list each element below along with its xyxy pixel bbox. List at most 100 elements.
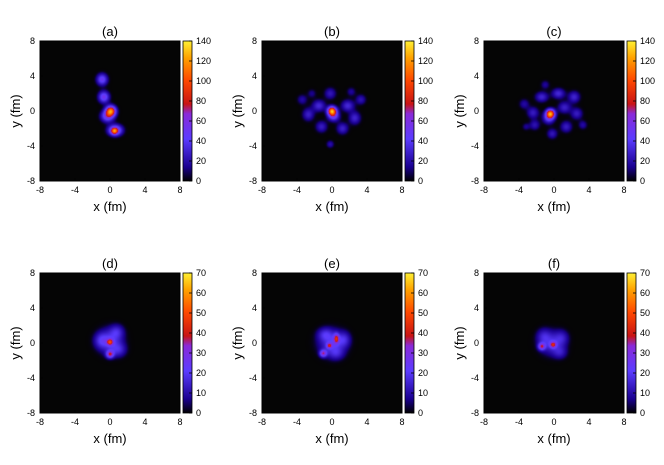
colorbar-tick-label: 0 <box>418 176 423 186</box>
x-tick-label: -4 <box>515 417 523 427</box>
colorbar-tick-label: 100 <box>640 76 655 86</box>
y-tick-label: 8 <box>474 268 479 278</box>
colorbar-tick-label: 30 <box>640 348 650 358</box>
colorbar-tick-label: 30 <box>196 348 206 358</box>
y-tick-label: -8 <box>471 176 479 186</box>
y-tick-label: -4 <box>27 141 35 151</box>
y-tick-label: 4 <box>30 303 35 313</box>
colorbar-tick-label: 120 <box>196 56 211 66</box>
y-tick-label: 0 <box>252 338 257 348</box>
colorbar-tick-label: 120 <box>640 56 655 66</box>
colorbar-tick-label: 80 <box>418 96 428 106</box>
x-tick-label: 8 <box>177 417 182 427</box>
density-map <box>40 273 180 413</box>
x-tick-label: 8 <box>621 417 626 427</box>
y-tick-label: 0 <box>30 338 35 348</box>
x-axis-label: x (fm) <box>537 199 570 214</box>
x-tick-label: 0 <box>107 185 112 195</box>
x-tick-label: 8 <box>399 417 404 427</box>
colorbar-tick-label: 20 <box>196 368 206 378</box>
colorbar-tick-label: 0 <box>640 408 645 418</box>
x-tick-label: 0 <box>329 417 334 427</box>
colorbar <box>626 272 637 414</box>
panel-title: (d) <box>102 256 118 271</box>
y-tick-label: 8 <box>30 36 35 46</box>
x-tick-label: 4 <box>142 417 147 427</box>
y-tick-label: -4 <box>471 141 479 151</box>
colorbar-tick-label: 60 <box>640 116 650 126</box>
colorbar-tick-label: 140 <box>196 36 211 46</box>
x-tick-label: 8 <box>399 185 404 195</box>
colorbar-tick-label: 20 <box>418 156 428 166</box>
x-tick-label: -4 <box>293 185 301 195</box>
colorbar-tick-label: 0 <box>196 408 201 418</box>
panel-title: (e) <box>324 256 340 271</box>
x-tick-label: -4 <box>293 417 301 427</box>
y-tick-label: -8 <box>471 408 479 418</box>
panel-title: (a) <box>102 24 118 39</box>
y-tick-label: -8 <box>249 176 257 186</box>
colorbar-tick-label: 80 <box>196 96 206 106</box>
y-tick-label: -4 <box>249 141 257 151</box>
colorbar-tick-label: 70 <box>418 268 428 278</box>
heatmap-panel: -8 -4 0 4 8 -8 -4 0 4 8 (b) x (fm) y (fm) 0 20 40 60 80 10… <box>230 24 433 214</box>
y-tick-label: 4 <box>474 71 479 81</box>
density-map <box>484 273 624 413</box>
colorbar <box>182 40 193 182</box>
y-tick-label: 8 <box>252 36 257 46</box>
x-tick-label: 4 <box>364 185 369 195</box>
y-tick-label: 0 <box>252 106 257 116</box>
colorbar-tick-label: 40 <box>196 136 206 146</box>
colorbar-tick-label: 40 <box>418 328 428 338</box>
x-tick-label: -8 <box>258 185 266 195</box>
density-map <box>262 273 402 413</box>
heatmap-panel: -8 -4 0 4 8 -8 -4 0 4 8 (a) x (fm) y (fm) 0 20 40 60 80 10… <box>8 24 211 214</box>
colorbar-tick-label: 0 <box>196 176 201 186</box>
y-axis-label: y (fm) <box>230 326 245 359</box>
x-tick-label: 0 <box>329 185 334 195</box>
x-tick-label: -4 <box>515 185 523 195</box>
y-tick-label: 8 <box>252 268 257 278</box>
colorbar-tick-label: 20 <box>640 156 650 166</box>
y-axis-label: y (fm) <box>8 326 23 359</box>
y-tick-label: 0 <box>30 106 35 116</box>
x-tick-label: 4 <box>586 417 591 427</box>
heatmap-panel: -8 -4 0 4 8 -8 -4 0 4 8 (f) x (fm) y (fm) 0 10 20 30 40 50… <box>452 256 650 446</box>
x-tick-label: 8 <box>621 185 626 195</box>
colorbar-tick-label: 50 <box>418 308 428 318</box>
heatmap-panel: -8 -4 0 4 8 -8 -4 0 4 8 (e) x (fm) y (fm) 0 10 20 30 40 50… <box>230 256 428 446</box>
colorbar <box>404 40 415 182</box>
x-tick-label: 0 <box>107 417 112 427</box>
colorbar-tick-label: 40 <box>196 328 206 338</box>
colorbar-tick-label: 20 <box>640 368 650 378</box>
x-tick-label: -4 <box>71 185 79 195</box>
x-tick-label: 8 <box>177 185 182 195</box>
colorbar-tick-label: 80 <box>640 96 650 106</box>
colorbar <box>182 272 193 414</box>
colorbar-tick-label: 50 <box>640 308 650 318</box>
colorbar <box>626 40 637 182</box>
colorbar-tick-label: 20 <box>196 156 206 166</box>
x-tick-label: -8 <box>36 185 44 195</box>
x-tick-label: -8 <box>258 417 266 427</box>
y-tick-label: 4 <box>252 71 257 81</box>
y-tick-label: -4 <box>27 373 35 383</box>
heatmap-panel: -8 -4 0 4 8 -8 -4 0 4 8 (c) x (fm) y (fm) 0 20 40 60 80 10… <box>452 24 655 214</box>
x-axis-label: x (fm) <box>537 431 570 446</box>
panel-title: (f) <box>548 256 560 271</box>
y-tick-label: 8 <box>30 268 35 278</box>
y-axis-label: y (fm) <box>452 94 467 127</box>
colorbar-tick-label: 30 <box>418 348 428 358</box>
y-tick-label: 0 <box>474 106 479 116</box>
colorbar-tick-label: 140 <box>640 36 655 46</box>
colorbar-tick-label: 100 <box>196 76 211 86</box>
colorbar-tick-label: 50 <box>196 308 206 318</box>
colorbar-tick-label: 60 <box>196 288 206 298</box>
density-map <box>484 41 624 181</box>
y-axis-label: y (fm) <box>230 94 245 127</box>
colorbar-tick-label: 0 <box>418 408 423 418</box>
colorbar-tick-label: 70 <box>196 268 206 278</box>
colorbar-tick-label: 20 <box>418 368 428 378</box>
x-axis-label: x (fm) <box>315 431 348 446</box>
y-tick-label: 0 <box>474 338 479 348</box>
